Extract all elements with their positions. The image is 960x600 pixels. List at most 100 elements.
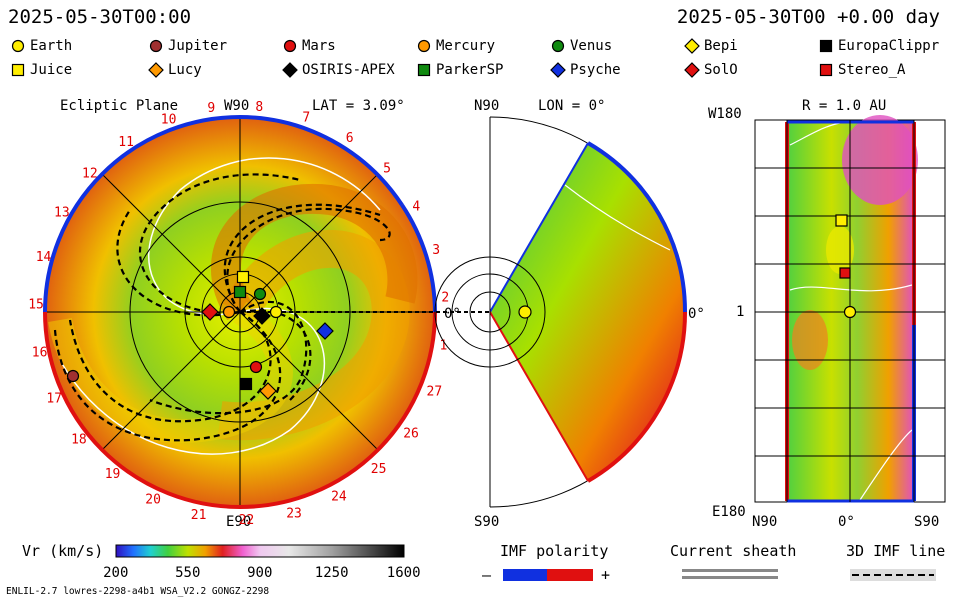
legend-label: SolO bbox=[704, 62, 738, 78]
legend-item-solo: SolO bbox=[684, 62, 738, 78]
sector-label: 8 bbox=[255, 100, 263, 115]
sector-label: 13 bbox=[54, 206, 70, 221]
diamond-marker-icon bbox=[148, 62, 164, 78]
sector-label: 12 bbox=[82, 167, 98, 182]
radial-tick-0: 0° bbox=[838, 514, 855, 530]
ecliptic-rim-red bbox=[43, 311, 437, 509]
ecliptic-marker-solo bbox=[201, 303, 219, 321]
legend-label: ParkerSP bbox=[436, 62, 504, 78]
sector-label: 19 bbox=[105, 467, 121, 482]
legend-item-mars: Mars bbox=[282, 38, 336, 54]
sector-label: 14 bbox=[36, 250, 52, 265]
ecliptic-marker-juice bbox=[236, 270, 250, 284]
meridional-edge-bottom bbox=[489, 311, 589, 482]
diamond-marker-icon bbox=[684, 62, 700, 78]
legend-label: Psyche bbox=[570, 62, 621, 78]
colorbar-tick-label: 200 bbox=[103, 565, 128, 581]
meridional-rim-red bbox=[586, 311, 688, 483]
radial-tick-s90: S90 bbox=[914, 514, 939, 530]
legend-label: OSIRIS-APEX bbox=[302, 62, 395, 78]
sector-label: 20 bbox=[145, 493, 161, 508]
legend-item-osiris-apex: OSIRIS-APEX bbox=[282, 62, 395, 78]
ecliptic-marker-osiris-apex bbox=[253, 307, 271, 325]
meridional-angle-label: 0° bbox=[688, 306, 705, 322]
ecliptic-title: Ecliptic Plane bbox=[60, 98, 178, 114]
sector-label: 6 bbox=[346, 131, 354, 146]
square-marker-icon bbox=[819, 39, 833, 53]
meridional-sheath bbox=[564, 184, 671, 251]
sector-label: 1 bbox=[440, 338, 448, 353]
sector-label: 21 bbox=[191, 508, 207, 523]
sector-label: 24 bbox=[331, 489, 347, 504]
radial-e180: E180 bbox=[712, 504, 746, 520]
legend-item-juice: Juice bbox=[10, 62, 72, 78]
sector-label: 4 bbox=[412, 199, 420, 214]
legend-item-europaclippr: EuropaClippr bbox=[818, 38, 939, 54]
left-timestamp: 2025-05-30T00:00 bbox=[8, 6, 192, 28]
ecliptic-e90: E90 bbox=[226, 514, 251, 530]
ecliptic-marker-venus bbox=[253, 287, 267, 301]
diamond-marker-icon bbox=[684, 38, 700, 54]
legend-label: Mercury bbox=[436, 38, 496, 54]
legend-label: Lucy bbox=[168, 62, 202, 78]
meridional-s90: S90 bbox=[474, 514, 499, 530]
sheath-line-1 bbox=[682, 569, 778, 572]
sector-label: 7 bbox=[302, 110, 310, 125]
legend-item-bepi: Bepi bbox=[684, 38, 738, 54]
ecliptic-marker-psyche bbox=[316, 322, 334, 340]
legend-item-parkersp: ParkerSP bbox=[416, 62, 503, 78]
colorbar-tick-label: 900 bbox=[247, 565, 272, 581]
sector-label: 17 bbox=[46, 391, 62, 406]
ecliptic-lat: LAT = 3.09° bbox=[312, 98, 405, 114]
legend-item-earth: Earth bbox=[10, 38, 72, 54]
radial-earth-marker bbox=[843, 305, 857, 319]
meridional-edge-top bbox=[489, 142, 589, 313]
ecliptic-w90: W90 bbox=[224, 98, 249, 114]
diamond-marker-icon bbox=[550, 62, 566, 78]
ecliptic-marker-lucy bbox=[259, 382, 277, 400]
sheath-title: Current sheath bbox=[670, 542, 797, 560]
sector-label: 25 bbox=[371, 462, 387, 477]
sector-label: 23 bbox=[286, 507, 302, 522]
ecliptic-rim-blue-a bbox=[400, 203, 437, 313]
diamond-marker-icon bbox=[282, 62, 298, 78]
legend-label: Juice bbox=[30, 62, 73, 78]
ecliptic-marker-parkersp bbox=[233, 285, 247, 299]
imf-title: IMF polarity bbox=[500, 542, 609, 560]
circle-marker-icon bbox=[11, 39, 25, 53]
sector-label: 11 bbox=[118, 135, 134, 150]
square-marker-icon bbox=[11, 63, 25, 77]
square-marker-icon bbox=[819, 63, 833, 77]
ecliptic-objects bbox=[66, 270, 334, 400]
radial-one: 1 bbox=[736, 304, 744, 320]
sheath-line-2 bbox=[682, 576, 778, 579]
legend-item-jupiter: Jupiter bbox=[148, 38, 227, 54]
square-marker-icon bbox=[417, 63, 431, 77]
imf-plus: + bbox=[601, 566, 611, 584]
ecliptic-marker-mercury bbox=[222, 305, 236, 319]
right-timestamp: 2025-05-30T00 +0.00 day bbox=[676, 6, 940, 28]
legend-item-venus: Venus bbox=[550, 38, 612, 54]
legend-label: Venus bbox=[570, 38, 613, 54]
meridional-lon: LON = 0° bbox=[538, 98, 605, 114]
legend-item-mercury: Mercury bbox=[416, 38, 495, 54]
sector-label: 5 bbox=[383, 161, 391, 176]
sector-label: 3 bbox=[432, 243, 440, 258]
imf-minus: – bbox=[482, 566, 492, 584]
colorbar-tick-label: 1600 bbox=[387, 565, 421, 581]
imf-negative-swatch bbox=[503, 569, 547, 581]
legend-label: Bepi bbox=[704, 38, 738, 54]
sector-label: 18 bbox=[71, 433, 87, 448]
colorbar-tick-label: 1250 bbox=[315, 565, 349, 581]
sector-label: 2 bbox=[441, 290, 449, 305]
colorbar-ticks: 200 550 900 1250 1600 bbox=[103, 565, 420, 581]
meridional-earth-marker bbox=[518, 305, 532, 319]
legend-item-stereo-a: Stereo_A bbox=[818, 62, 905, 78]
meridional-rim-blue bbox=[586, 141, 688, 313]
legend-item-lucy: Lucy bbox=[148, 62, 202, 78]
legend-label: Stereo_A bbox=[838, 62, 906, 78]
sector-label: 10 bbox=[161, 113, 177, 128]
sector-label: 27 bbox=[427, 385, 443, 400]
